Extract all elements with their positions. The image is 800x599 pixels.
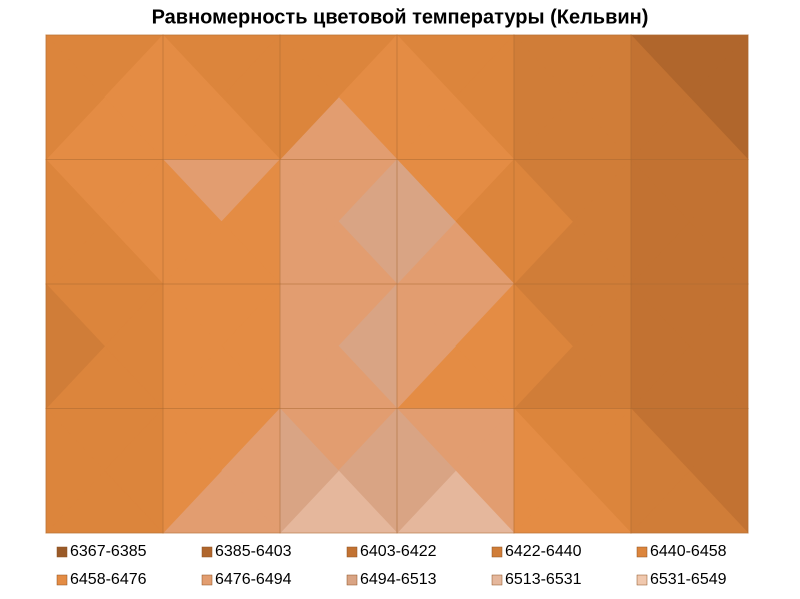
legend-swatch <box>636 546 648 558</box>
legend-swatch <box>636 574 648 586</box>
legend-label: 6476-6494 <box>215 571 292 588</box>
legend-label: 6422-6440 <box>505 543 582 560</box>
legend-swatch <box>201 546 213 558</box>
legend-swatch <box>56 546 68 558</box>
chart-title: Равномерность цветовой температуры (Кель… <box>152 6 649 28</box>
legend-label: 6494-6513 <box>360 571 437 588</box>
legend-label: 6385-6403 <box>215 543 292 560</box>
legend-label: 6403-6422 <box>360 543 437 560</box>
legend-label: 6531-6549 <box>650 571 727 588</box>
legend: 6367-6385 6385-6403 6403-6422 6422-6440 6440… <box>56 543 727 588</box>
legend-label: 6458-6476 <box>70 571 147 588</box>
legend-label: 6367-6385 <box>70 543 147 560</box>
legend-label: 6440-6458 <box>650 543 727 560</box>
legend-swatch <box>346 546 358 558</box>
legend-swatch <box>346 574 358 586</box>
legend-swatch <box>56 574 68 586</box>
legend-label: 6513-6531 <box>505 571 582 588</box>
legend-swatch <box>491 574 503 586</box>
legend-swatch <box>491 546 503 558</box>
plot-area <box>45 34 749 534</box>
legend-swatch <box>201 574 213 586</box>
